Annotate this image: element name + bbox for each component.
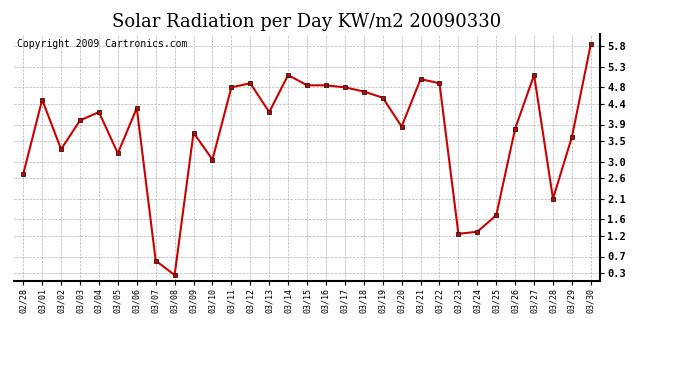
Text: Copyright 2009 Cartronics.com: Copyright 2009 Cartronics.com <box>17 39 187 49</box>
Title: Solar Radiation per Day KW/m2 20090330: Solar Radiation per Day KW/m2 20090330 <box>112 13 502 31</box>
